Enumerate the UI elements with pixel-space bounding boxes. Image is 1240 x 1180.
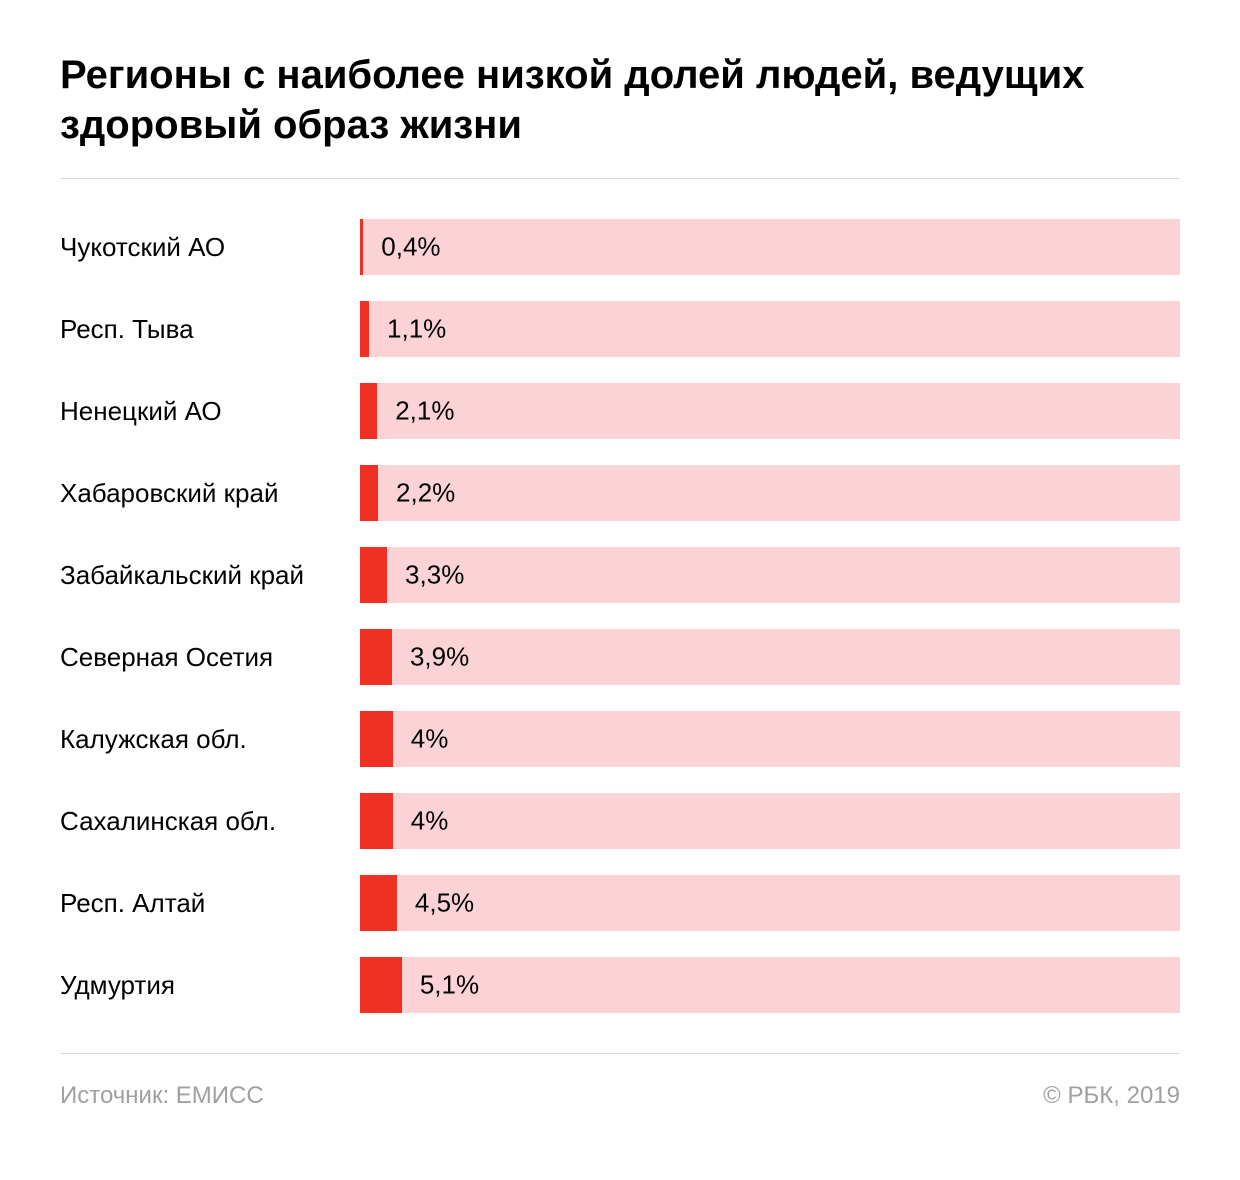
bar-label: Калужская обл. [60, 724, 360, 755]
bar-row: Чукотский АО 0,4% [60, 219, 1180, 275]
bar-value: 0,4% [381, 232, 440, 263]
bar-row: Сахалинская обл. 4% [60, 793, 1180, 849]
bar-fill [360, 219, 363, 275]
bar-row: Удмуртия 5,1% [60, 957, 1180, 1013]
bar-label: Респ. Алтай [60, 888, 360, 919]
bar-value: 2,1% [395, 396, 454, 427]
bar-label: Ненецкий АО [60, 396, 360, 427]
bar-fill [360, 711, 393, 767]
bar-row: Северная Осетия 3,9% [60, 629, 1180, 685]
bar-value: 1,1% [387, 314, 446, 345]
bar-value: 4% [411, 724, 449, 755]
bar-label: Удмуртия [60, 970, 360, 1001]
bar-row: Калужская обл. 4% [60, 711, 1180, 767]
bar-track: 3,3% [360, 547, 1180, 603]
bar-label: Забайкальский край [60, 560, 360, 591]
bar-background [360, 301, 1180, 357]
bar-background [360, 711, 1180, 767]
chart-title: Регионы с наиболее низкой долей людей, в… [60, 50, 1180, 150]
bar-track: 5,1% [360, 957, 1180, 1013]
bar-value: 2,2% [396, 478, 455, 509]
bar-value: 4% [411, 806, 449, 837]
bar-track: 1,1% [360, 301, 1180, 357]
bar-track: 2,2% [360, 465, 1180, 521]
bar-label: Чукотский АО [60, 232, 360, 263]
top-divider [60, 178, 1180, 179]
bar-label: Респ. Тыва [60, 314, 360, 345]
bar-label: Сахалинская обл. [60, 806, 360, 837]
bar-background [360, 875, 1180, 931]
bar-track: 3,9% [360, 629, 1180, 685]
bar-background [360, 219, 1180, 275]
bar-background [360, 383, 1180, 439]
bar-track: 4% [360, 793, 1180, 849]
bar-track: 0,4% [360, 219, 1180, 275]
bar-background [360, 629, 1180, 685]
bar-background [360, 547, 1180, 603]
bar-fill [360, 629, 392, 685]
bar-chart: Чукотский АО 0,4% Респ. Тыва 1,1% Ненецкий А… [60, 219, 1180, 1013]
bar-label: Хабаровский край [60, 478, 360, 509]
source-text: Источник: ЕМИСС [60, 1082, 264, 1110]
bar-fill [360, 383, 377, 439]
bottom-divider [60, 1053, 1180, 1054]
bar-fill [360, 547, 387, 603]
bar-fill [360, 301, 369, 357]
chart-footer: Источник: ЕМИСС © РБК, 2019 [60, 1082, 1180, 1110]
bar-label: Северная Осетия [60, 642, 360, 673]
bar-track: 4% [360, 711, 1180, 767]
bar-row: Респ. Тыва 1,1% [60, 301, 1180, 357]
bar-row: Респ. Алтай 4,5% [60, 875, 1180, 931]
bar-value: 3,9% [410, 642, 469, 673]
bar-background [360, 465, 1180, 521]
bar-track: 4,5% [360, 875, 1180, 931]
bar-background [360, 957, 1180, 1013]
bar-value: 5,1% [420, 970, 479, 1001]
bar-fill [360, 793, 393, 849]
bar-row: Ненецкий АО 2,1% [60, 383, 1180, 439]
bar-row: Хабаровский край 2,2% [60, 465, 1180, 521]
bar-fill [360, 957, 402, 1013]
bar-fill [360, 465, 378, 521]
bar-track: 2,1% [360, 383, 1180, 439]
copyright-text: © РБК, 2019 [1043, 1082, 1180, 1110]
bar-fill [360, 875, 397, 931]
bar-value: 3,3% [405, 560, 464, 591]
bar-value: 4,5% [415, 888, 474, 919]
bar-row: Забайкальский край 3,3% [60, 547, 1180, 603]
bar-background [360, 793, 1180, 849]
